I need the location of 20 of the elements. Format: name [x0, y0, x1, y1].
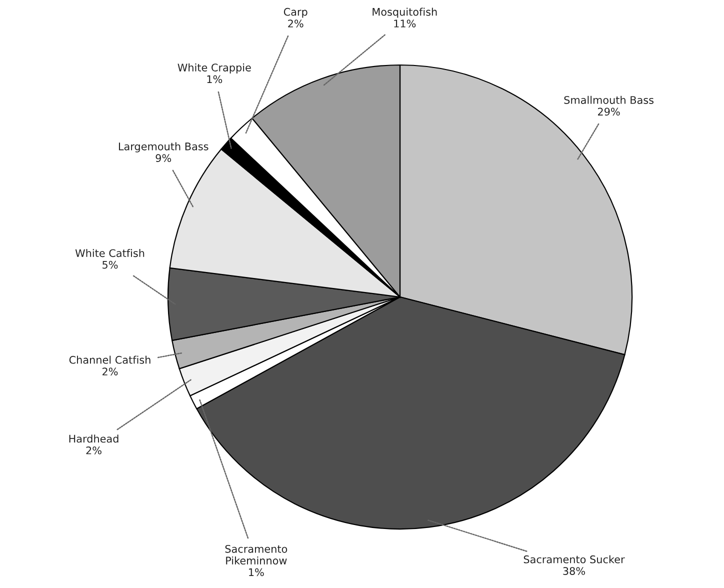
data-label: 5% [102, 260, 118, 269]
slice-label: Hardhead [69, 434, 118, 443]
slice-label: Carp [284, 8, 308, 18]
slice-label: Sacramento Pikeminnow [225, 544, 288, 564]
slice-label: White Crappie [178, 63, 251, 74]
slice-label: Sacramento Sucker [524, 555, 625, 564]
slice-label: Mosquitofish [372, 8, 437, 18]
data-label: 2% [86, 446, 102, 454]
data-label: 2% [288, 20, 304, 28]
data-label: 29% [598, 108, 620, 116]
data-label: 1% [249, 568, 264, 576]
slice-label: Channel Catfish [69, 356, 150, 364]
data-label: 1% [207, 75, 222, 84]
slice-label: White Catfish [75, 249, 144, 258]
slice-label: Largemouth Bass [118, 142, 208, 152]
data-label: 2% [102, 368, 118, 376]
data-label: 9% [156, 154, 172, 162]
data-label: 11% [394, 20, 416, 28]
data-label: 38% [563, 567, 585, 575]
slice-label: Smallmouth Bass [564, 96, 654, 104]
